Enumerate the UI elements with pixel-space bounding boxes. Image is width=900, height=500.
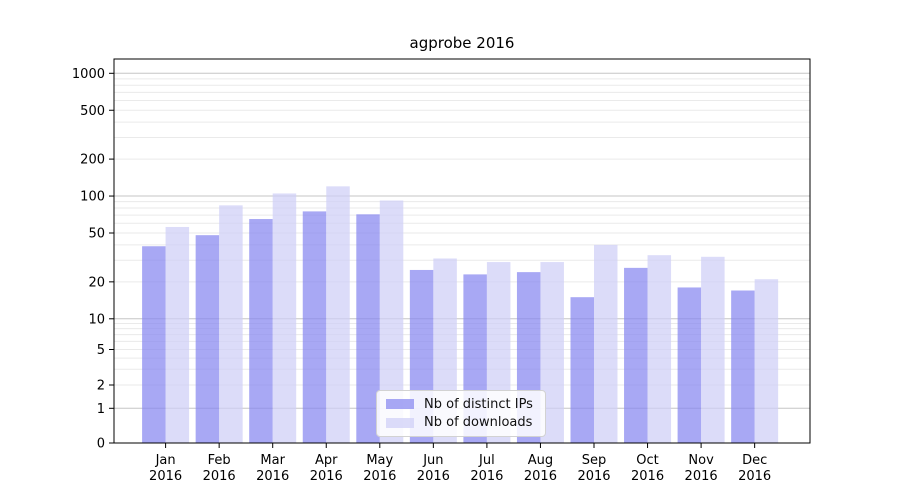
y-tick-label: 20 — [88, 275, 105, 290]
legend-label-downloads: Nb of downloads — [424, 415, 533, 431]
bar-downloads — [379, 200, 404, 443]
bar-downloads — [647, 255, 672, 443]
y-tick-label: 5 — [97, 343, 105, 358]
bar-distinct-ips — [249, 219, 273, 443]
legend-label-distinct-ips: Nb of distinct IPs — [424, 396, 533, 412]
bar-distinct-ips — [624, 267, 648, 443]
x-tick-label: Jan 2016 — [149, 453, 182, 484]
bar-downloads — [701, 256, 725, 443]
legend-swatch-downloads — [386, 417, 414, 428]
y-tick-label: 50 — [88, 227, 105, 242]
x-tick-label: Jun 2016 — [417, 453, 450, 484]
y-tick-label: 500 — [80, 104, 105, 119]
x-tick-label: May 2016 — [363, 453, 396, 484]
x-tick-label: Aug 2016 — [524, 453, 557, 484]
bar-downloads — [594, 244, 618, 443]
y-tick-label: 1 — [97, 402, 105, 417]
legend-swatch-distinct-ips — [386, 399, 414, 410]
x-tick-label: Feb 2016 — [203, 453, 236, 484]
x-tick-label: Apr 2016 — [310, 453, 343, 484]
bar-distinct-ips — [677, 287, 702, 443]
bar-distinct-ips — [142, 246, 166, 443]
y-tick-label: 200 — [80, 153, 105, 168]
y-tick-label: 0 — [97, 437, 105, 452]
y-tick-label: 2 — [97, 379, 105, 394]
plot-border — [113, 58, 811, 444]
bar-downloads — [165, 226, 190, 443]
bar-downloads — [754, 279, 779, 443]
legend: Nb of distinct IPs Nb of downloads — [376, 390, 546, 437]
bar-distinct-ips — [731, 290, 755, 443]
bar-distinct-ips — [570, 297, 594, 443]
bar-distinct-ips — [302, 211, 327, 443]
y-tick-label: 1000 — [72, 67, 105, 82]
bar-downloads — [219, 205, 243, 443]
bar-downloads — [540, 262, 564, 443]
bar-distinct-ips — [195, 235, 220, 443]
y-tick-label: 100 — [80, 190, 105, 205]
legend-row-distinct-ips: Nb of distinct IPs — [386, 397, 536, 412]
x-tick-label: Jul 2016 — [470, 453, 503, 484]
x-tick-label: Sep 2016 — [577, 453, 610, 484]
y-tick-label: 10 — [88, 312, 105, 327]
x-tick-label: Dec 2016 — [738, 453, 771, 484]
x-tick-label: Mar 2016 — [256, 453, 289, 484]
bar-downloads — [272, 193, 297, 443]
chart-title: agprobe 2016 — [409, 34, 515, 52]
legend-row-downloads: Nb of downloads — [386, 415, 536, 430]
bar-downloads — [326, 186, 350, 443]
x-tick-label: Nov 2016 — [685, 453, 718, 484]
bar-distinct-ips — [356, 214, 380, 443]
x-tick-label: Oct 2016 — [631, 453, 664, 484]
